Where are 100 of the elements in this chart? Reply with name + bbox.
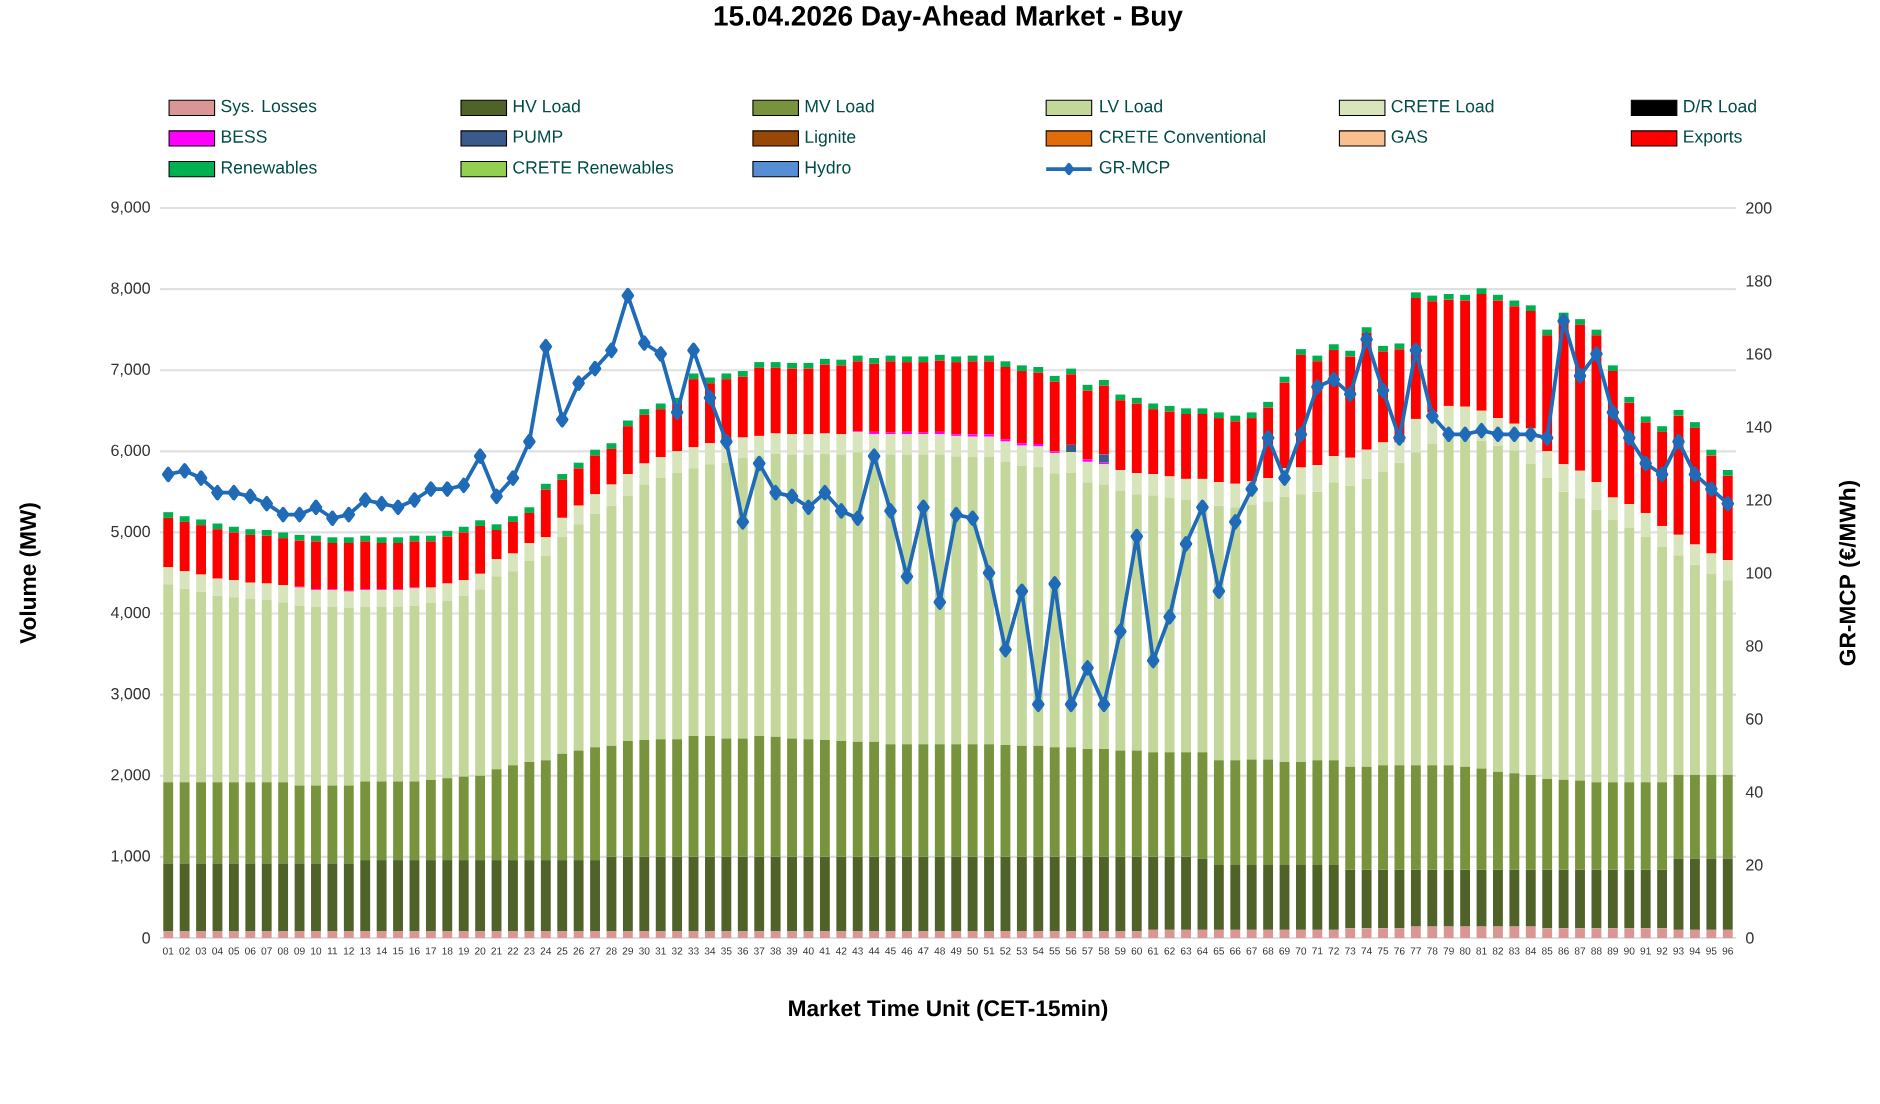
bar [196, 525, 206, 575]
bar [819, 433, 830, 454]
bar [1690, 564, 1700, 775]
bar [1361, 766, 1372, 870]
bar [1624, 504, 1635, 528]
bar [343, 607, 354, 786]
bar [737, 376, 748, 438]
bar [606, 505, 617, 746]
bar [705, 464, 715, 737]
bar [524, 761, 535, 861]
bar [934, 856, 945, 932]
bar [1066, 856, 1077, 932]
bar [1296, 467, 1306, 495]
bar [1263, 929, 1274, 938]
bar [475, 860, 486, 932]
bar [343, 931, 354, 938]
bar [475, 573, 486, 590]
bar [1542, 478, 1553, 779]
bar [228, 931, 239, 938]
bar [1246, 504, 1257, 760]
bar [179, 571, 190, 589]
bar [261, 863, 272, 932]
bar [1378, 345, 1388, 352]
bar [540, 931, 551, 938]
bar [1033, 366, 1044, 373]
bar [540, 489, 551, 538]
bar [918, 454, 929, 745]
bar [1033, 372, 1044, 445]
bar [737, 437, 748, 458]
bar [655, 457, 666, 479]
bar [163, 584, 174, 783]
bar [212, 529, 223, 579]
bar [508, 571, 518, 766]
bar [1197, 752, 1208, 859]
bar [1082, 390, 1093, 460]
bar [705, 931, 715, 938]
chart-title: 15.04.2026 Day-Ahead Market - Buy [714, 5, 1183, 32]
bar [376, 542, 387, 590]
bar [819, 856, 830, 932]
bar [1575, 470, 1585, 499]
bar [1460, 869, 1471, 927]
bar [163, 517, 174, 568]
bar [1525, 305, 1536, 312]
bar [1558, 464, 1569, 492]
bar [984, 931, 994, 938]
bar [967, 931, 978, 938]
y-tick-label: 8,000 [111, 282, 150, 296]
bar [819, 358, 830, 365]
bar [376, 781, 387, 861]
bar [1657, 547, 1668, 783]
bar [1722, 469, 1733, 476]
legend-label: GR-MCP [1099, 160, 1170, 174]
bar [212, 578, 223, 596]
bar [852, 452, 863, 742]
bar [196, 574, 206, 592]
bar [1263, 478, 1274, 502]
bar [524, 507, 535, 513]
bar [754, 367, 765, 436]
bar [1099, 484, 1109, 749]
bar [1345, 869, 1356, 929]
bar [311, 541, 321, 590]
y-tick-label: 2,000 [111, 769, 150, 783]
bar [655, 478, 666, 740]
y-axis-title: Volume (MW) [19, 503, 41, 644]
bar [245, 931, 256, 938]
bar [327, 931, 338, 938]
bar [1690, 422, 1700, 428]
bar [1049, 452, 1060, 474]
bar [1493, 445, 1503, 772]
bar [425, 603, 436, 780]
bar [836, 931, 847, 938]
bar [508, 931, 518, 938]
bar [245, 598, 256, 783]
bar [1410, 452, 1421, 766]
bar [1115, 491, 1126, 751]
bar [343, 542, 354, 591]
bar [1230, 421, 1241, 484]
bar [918, 362, 929, 433]
bar [1164, 856, 1175, 930]
bar [902, 356, 912, 363]
bar [1115, 469, 1126, 492]
bar [1378, 442, 1388, 472]
bar [672, 856, 683, 932]
bar [1328, 864, 1339, 930]
bar [737, 738, 748, 857]
bar [1148, 474, 1159, 496]
bar [1361, 869, 1372, 929]
bar [1197, 414, 1208, 479]
bar [770, 362, 781, 368]
bar [1607, 497, 1618, 520]
bar [1476, 768, 1487, 870]
bar [1624, 396, 1635, 403]
bar [1181, 929, 1191, 938]
bar [1164, 476, 1175, 498]
bar [852, 856, 863, 932]
bar [1706, 858, 1717, 930]
bar [425, 860, 436, 932]
bar [721, 462, 732, 739]
bar [1361, 928, 1372, 938]
bar [787, 362, 797, 369]
